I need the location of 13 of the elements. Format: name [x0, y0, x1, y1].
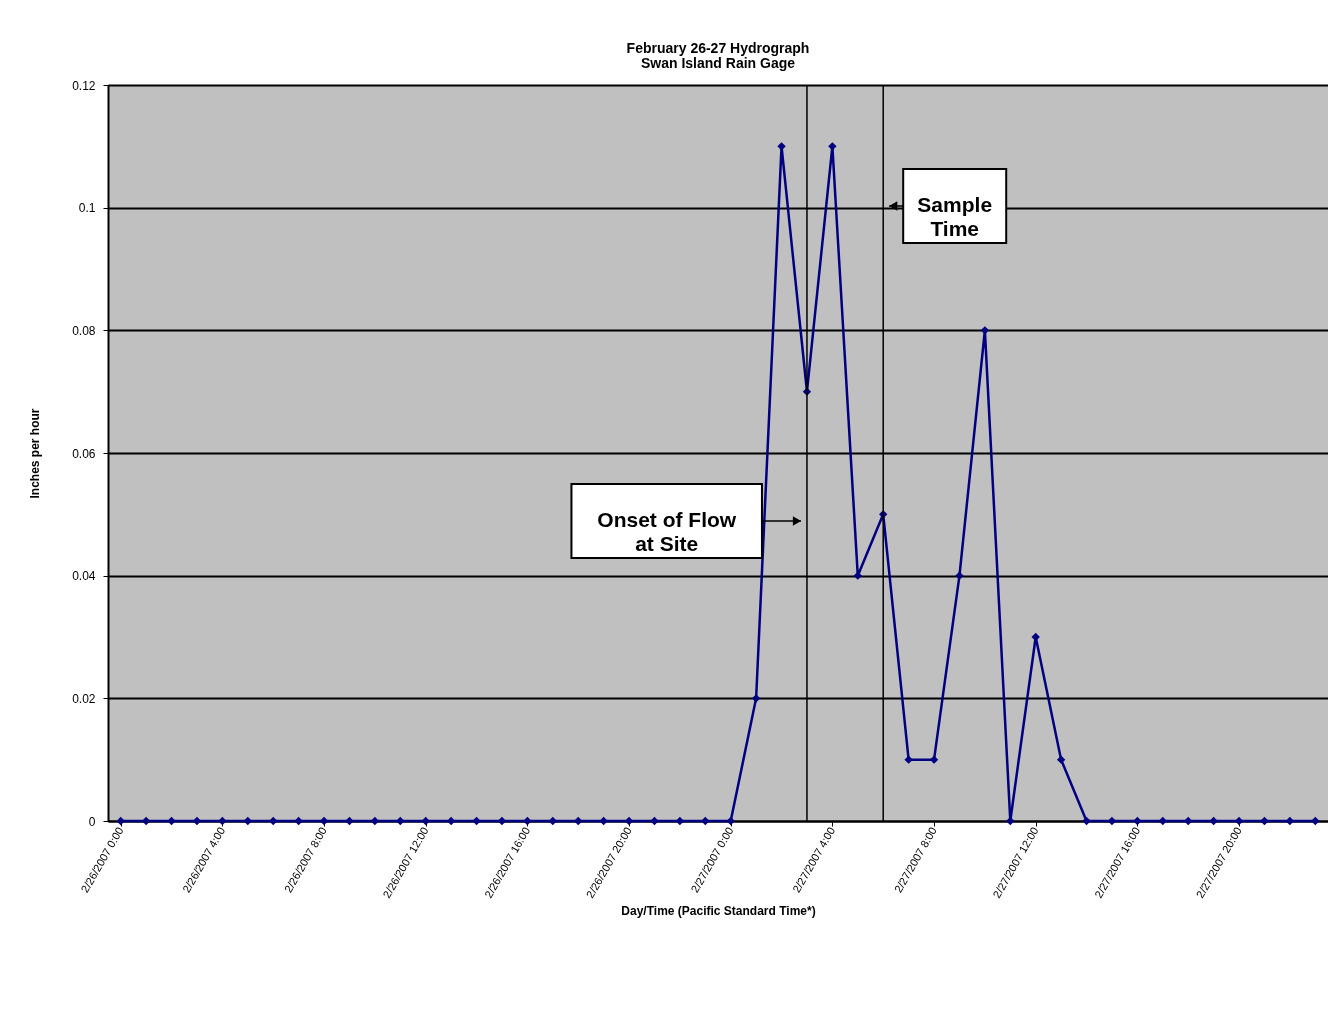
y-tick-label: 0.08 [72, 323, 96, 338]
chart-subtitle: Swan Island Rain Gage [640, 55, 796, 71]
x-axis-title: Day/Time (Pacific Standard Time*) [621, 903, 816, 918]
y-tick-label: 0.12 [72, 78, 96, 93]
y-tick-label: 0.1 [78, 201, 96, 216]
y-tick-label: 0 [88, 814, 96, 829]
ref-line-label: Onset of Flow at Site [597, 508, 737, 555]
y-tick-label: 0.02 [72, 691, 96, 706]
chart-title: February 26-27 Hydrograph [626, 40, 810, 56]
y-tick-label: 0.06 [72, 446, 96, 461]
ref-line-label: Sample Time [917, 193, 993, 240]
y-tick-label: 0.04 [72, 569, 96, 584]
y-axis-title: Inches per hour [28, 408, 43, 499]
